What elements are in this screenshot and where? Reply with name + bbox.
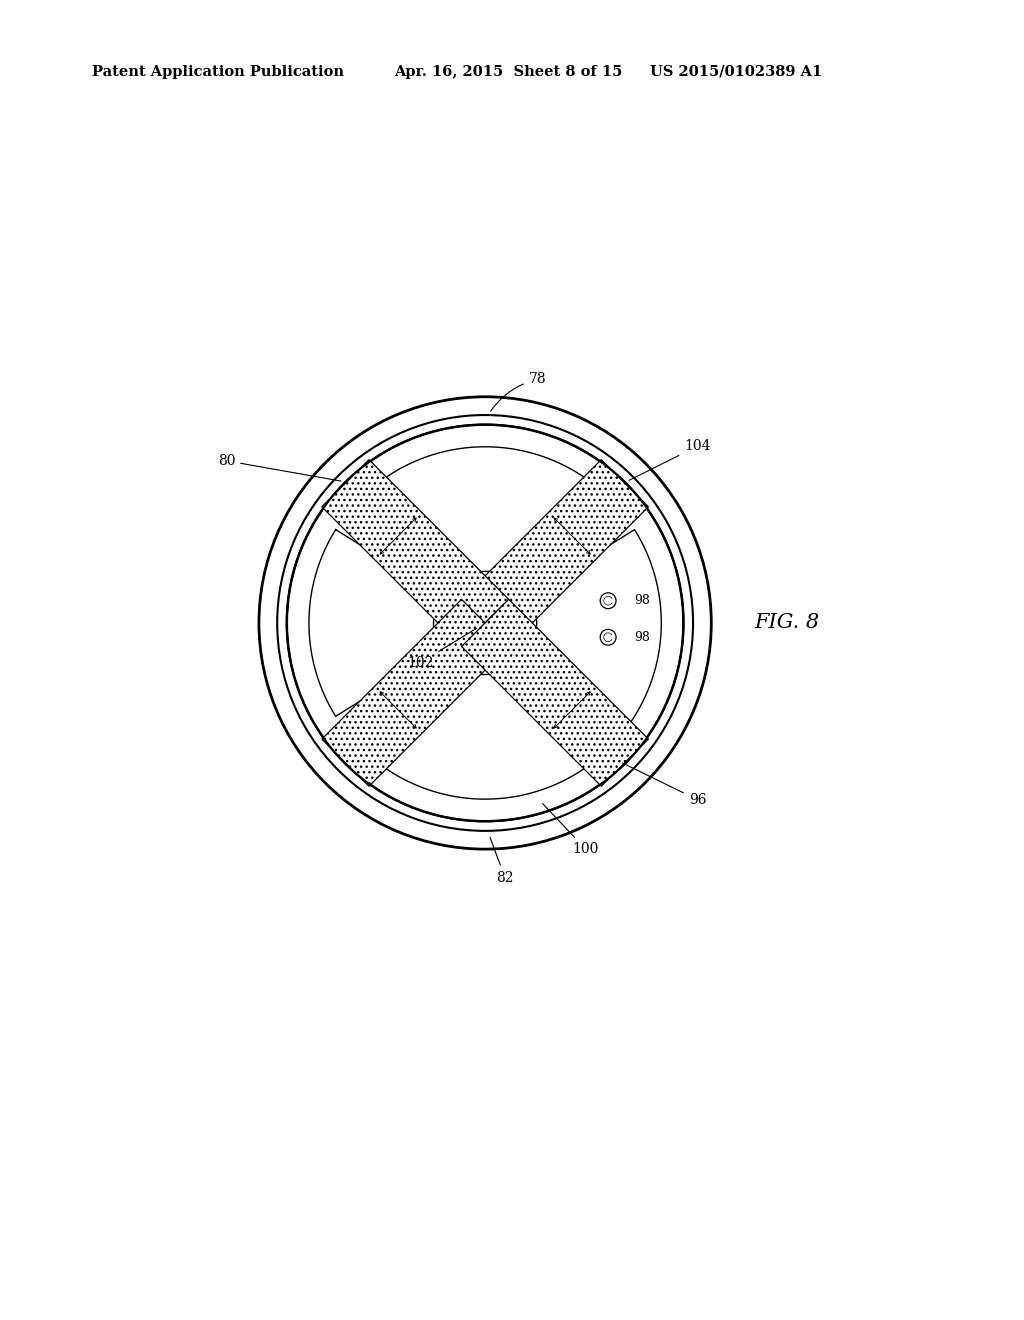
Polygon shape: [322, 599, 509, 787]
Text: Apr. 16, 2015  Sheet 8 of 15: Apr. 16, 2015 Sheet 8 of 15: [394, 65, 623, 79]
Text: 98: 98: [634, 594, 650, 607]
Wedge shape: [288, 504, 451, 742]
Text: FIG. 8: FIG. 8: [754, 614, 819, 632]
Text: 102: 102: [408, 628, 476, 669]
Text: 96: 96: [623, 763, 707, 807]
Circle shape: [278, 414, 693, 830]
Wedge shape: [328, 648, 643, 821]
Circle shape: [287, 425, 684, 821]
Text: 104: 104: [629, 440, 711, 480]
Text: Patent Application Publication: Patent Application Publication: [92, 65, 344, 79]
Text: 80: 80: [218, 454, 341, 480]
Polygon shape: [462, 459, 648, 647]
Wedge shape: [328, 425, 643, 597]
Text: US 2015/0102389 A1: US 2015/0102389 A1: [650, 65, 822, 79]
Text: 98: 98: [634, 631, 650, 644]
Wedge shape: [511, 504, 683, 780]
Polygon shape: [322, 459, 509, 647]
Text: 82: 82: [490, 837, 514, 884]
Text: 100: 100: [543, 804, 599, 857]
Text: 78: 78: [490, 372, 547, 411]
Polygon shape: [462, 599, 648, 787]
